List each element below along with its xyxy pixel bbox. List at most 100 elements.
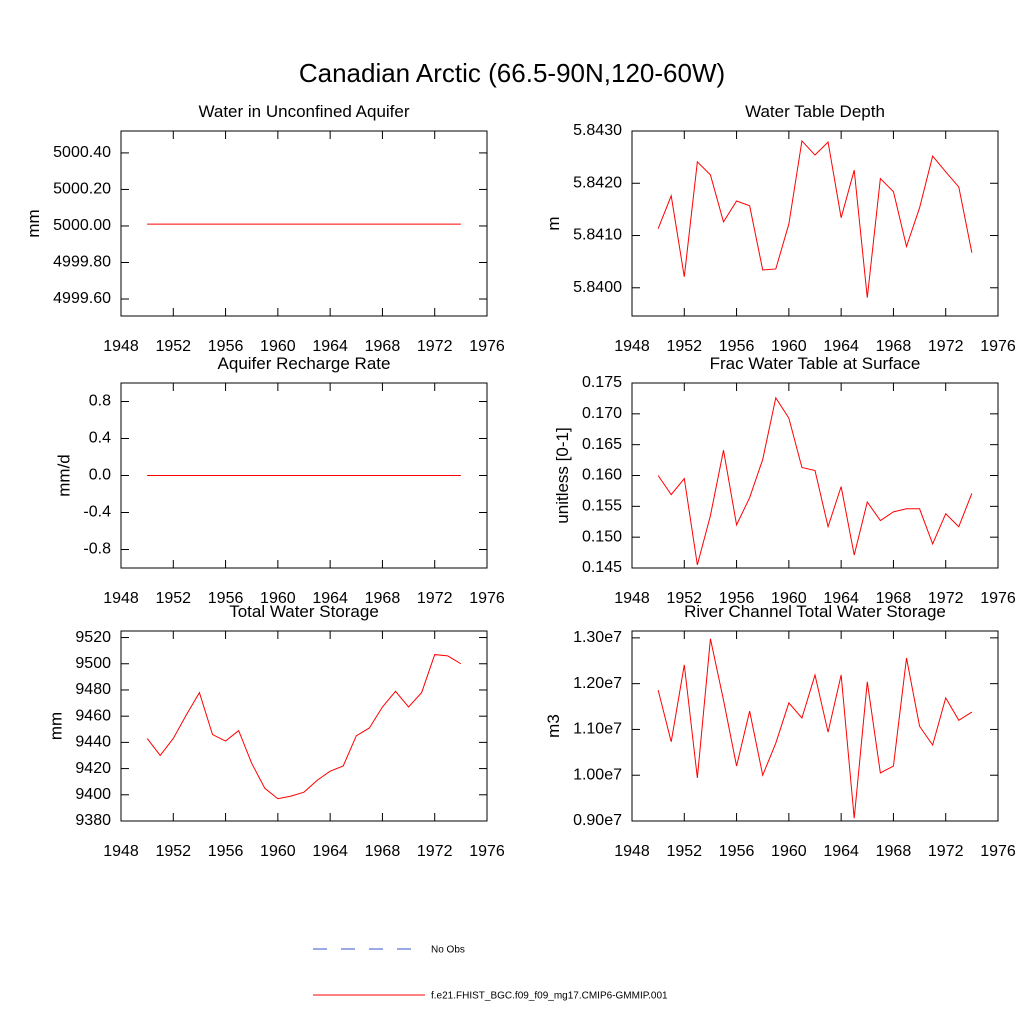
y-tick-label: 0.160 [582, 467, 622, 484]
x-tick-label: 1968 [876, 843, 912, 860]
x-tick-label: 1972 [417, 590, 453, 607]
panel-title: Water Table Depth [745, 102, 885, 121]
y-tick-label: 0.170 [582, 405, 622, 422]
y-tick-label: 0.165 [582, 436, 622, 453]
y-tick-label: -0.4 [83, 504, 111, 521]
y-tick-label: 5.8430 [573, 122, 622, 139]
y-tick-label: 0.145 [582, 559, 622, 576]
x-tick-label: 1952 [155, 843, 191, 860]
plot-frame [631, 130, 999, 317]
x-tick-label: 1964 [312, 590, 348, 607]
x-tick-label: 1948 [614, 843, 650, 860]
x-tick-label: 1964 [823, 843, 859, 860]
x-tick-label: 1972 [928, 338, 964, 355]
y-tick-label: 0.150 [582, 528, 622, 545]
y-tick-label: -0.8 [83, 541, 111, 558]
data-line [657, 638, 973, 819]
x-tick-label: 1960 [771, 843, 807, 860]
y-axis-label: mm [46, 712, 65, 740]
x-tick-label: 1960 [260, 338, 296, 355]
x-tick-label: 1968 [876, 590, 912, 607]
y-tick-label: 0.175 [582, 374, 622, 391]
x-tick-label: 1956 [208, 843, 244, 860]
x-tick-label: 1976 [469, 338, 505, 355]
x-tick-label: 1972 [928, 843, 964, 860]
x-tick-label: 1956 [208, 338, 244, 355]
x-tick-label: 1956 [719, 338, 755, 355]
y-tick-label: 4999.80 [53, 254, 111, 271]
x-tick-label: 1968 [365, 843, 401, 860]
y-axis-label: mm/d [54, 454, 73, 497]
y-tick-label: 9520 [75, 629, 111, 646]
plot-frame [120, 630, 488, 822]
y-tick-label: 1.00e7 [573, 766, 622, 783]
plot-frame [120, 130, 488, 317]
x-tick-label: 1976 [980, 843, 1016, 860]
data-line [657, 396, 973, 566]
x-tick-label: 1964 [823, 338, 859, 355]
x-tick-label: 1964 [312, 338, 348, 355]
y-tick-label: 0.8 [89, 393, 111, 410]
x-tick-label: 1952 [155, 338, 191, 355]
x-tick-label: 1976 [469, 590, 505, 607]
y-tick-label: 9440 [75, 734, 111, 751]
y-tick-label: 0.90e7 [573, 812, 622, 829]
x-tick-label: 1972 [417, 843, 453, 860]
x-tick-label: 1948 [614, 590, 650, 607]
legend-label: No Obs [431, 945, 465, 956]
y-tick-label: 5000.00 [53, 217, 111, 234]
y-tick-label: 0.4 [89, 430, 111, 447]
page-title: Canadian Arctic (66.5-90N,120-60W) [299, 58, 725, 88]
y-tick-label: 5.8410 [573, 227, 622, 244]
y-tick-label: 1.10e7 [573, 721, 622, 738]
y-axis-label: mm [24, 209, 43, 237]
plot-frame [631, 382, 999, 569]
panel-title: River Channel Total Water Storage [684, 602, 946, 621]
x-tick-label: 1968 [876, 338, 912, 355]
y-axis-label: unitless [0-1] [553, 427, 572, 523]
panel-title: Water in Unconfined Aquifer [198, 102, 409, 121]
x-tick-label: 1972 [417, 338, 453, 355]
y-tick-label: 9500 [75, 655, 111, 672]
x-tick-label: 1976 [980, 338, 1016, 355]
y-tick-label: 1.20e7 [573, 675, 622, 692]
x-tick-label: 1956 [719, 590, 755, 607]
panel-title: Aquifer Recharge Rate [218, 354, 391, 373]
y-tick-label: 1.30e7 [573, 629, 622, 646]
y-tick-label: 5000.20 [53, 181, 111, 198]
panel-title: Frac Water Table at Surface [710, 354, 921, 373]
x-tick-label: 1948 [103, 338, 139, 355]
data-line [657, 139, 973, 298]
plot-frame [631, 630, 999, 822]
x-tick-label: 1960 [260, 843, 296, 860]
y-axis-label: m [544, 216, 563, 230]
x-tick-label: 1972 [928, 590, 964, 607]
x-tick-label: 1968 [365, 338, 401, 355]
y-tick-label: 9400 [75, 786, 111, 803]
y-tick-label: 0.0 [89, 467, 111, 484]
x-tick-label: 1956 [208, 590, 244, 607]
x-tick-label: 1956 [719, 843, 755, 860]
x-tick-label: 1964 [312, 843, 348, 860]
y-tick-label: 5.8420 [573, 174, 622, 191]
x-tick-label: 1948 [614, 338, 650, 355]
x-tick-label: 1948 [103, 843, 139, 860]
x-tick-label: 1952 [666, 590, 702, 607]
data-line [146, 654, 462, 800]
y-tick-label: 4999.60 [53, 290, 111, 307]
x-tick-label: 1960 [771, 590, 807, 607]
y-tick-label: 5.8400 [573, 279, 622, 296]
y-tick-label: 9380 [75, 812, 111, 829]
x-tick-label: 1948 [103, 590, 139, 607]
x-tick-label: 1964 [823, 590, 859, 607]
x-tick-label: 1960 [260, 590, 296, 607]
x-tick-label: 1952 [666, 338, 702, 355]
x-tick-label: 1952 [155, 590, 191, 607]
y-tick-label: 5000.40 [53, 144, 111, 161]
x-tick-label: 1968 [365, 590, 401, 607]
panel-title: Total Water Storage [229, 602, 379, 621]
y-tick-label: 9420 [75, 760, 111, 777]
y-tick-label: 9460 [75, 707, 111, 724]
x-tick-label: 1960 [771, 338, 807, 355]
